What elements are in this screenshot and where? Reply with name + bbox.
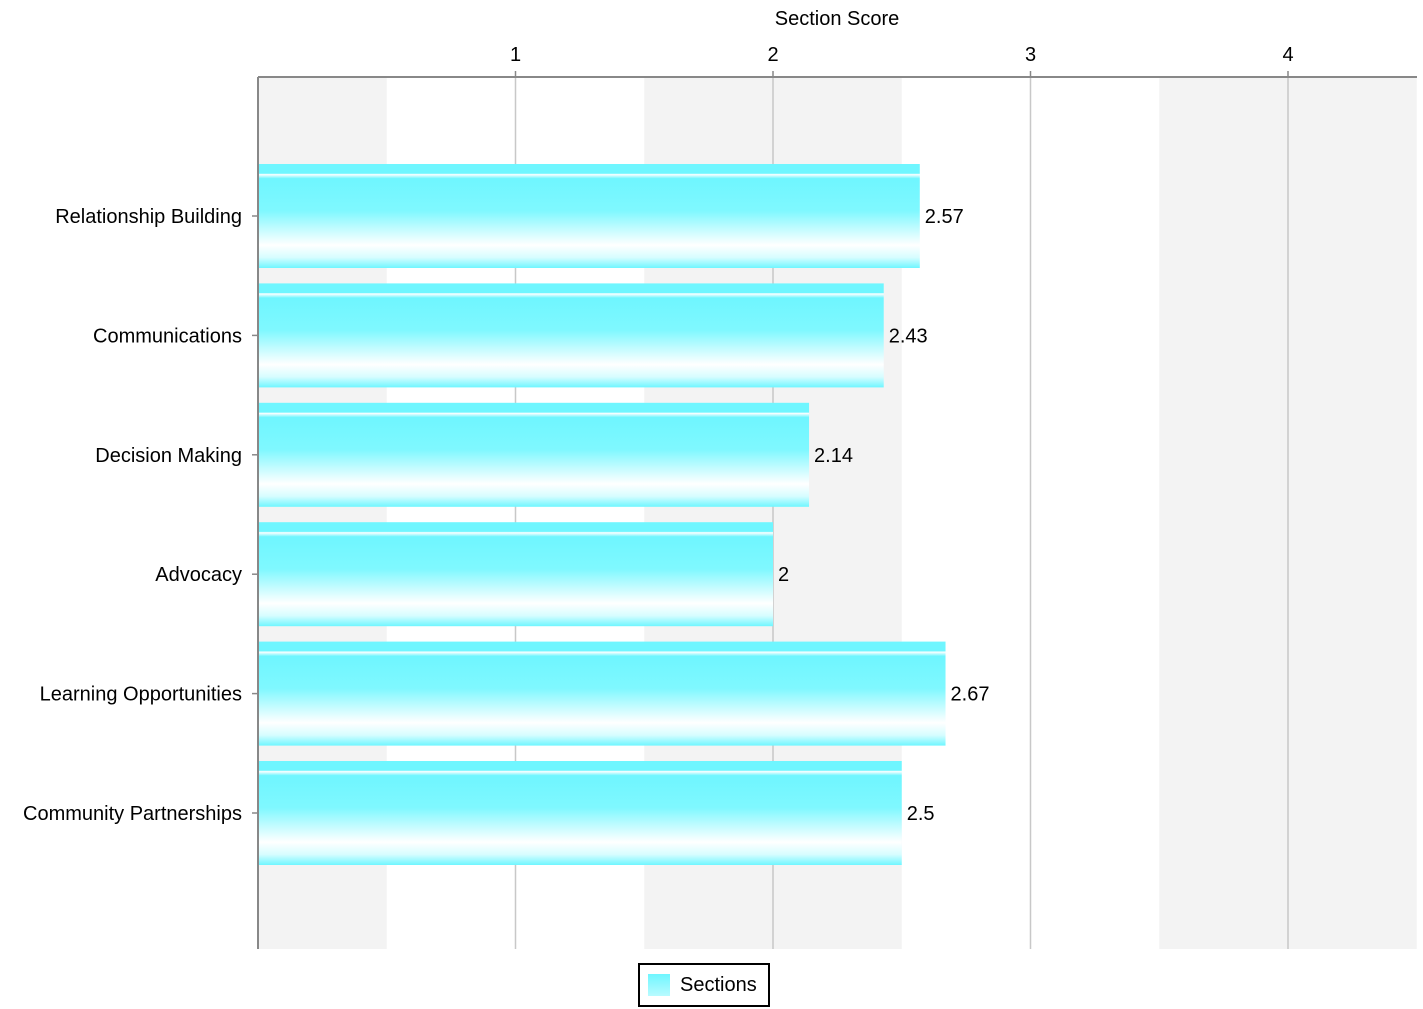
bar	[259, 641, 946, 746]
x-axis-title: Section Score	[775, 8, 900, 30]
value-labels: 2.57 2.43 2.14 2 2.67 2.5	[778, 206, 989, 825]
bars	[259, 164, 946, 865]
bar	[259, 164, 920, 268]
bar	[259, 761, 902, 865]
data-label: 2.14	[814, 445, 853, 467]
axes	[252, 71, 1417, 949]
category-label: Learning Opportunities	[40, 684, 242, 706]
data-label: 2.57	[925, 206, 964, 228]
category-label: Communications	[93, 325, 242, 347]
x-tick-label: 3	[1025, 44, 1036, 66]
legend-label-sections: Sections	[680, 973, 757, 996]
x-tick-label: 4	[1282, 44, 1293, 66]
x-tick-labels: 1 2 3 4	[510, 44, 1294, 66]
category-labels: Relationship Building Communications Decis…	[23, 206, 242, 825]
data-label: 2	[778, 564, 789, 586]
category-label: Advocacy	[155, 564, 242, 586]
category-label: Relationship Building	[55, 206, 242, 228]
data-label: 2.5	[907, 803, 935, 825]
bar	[259, 283, 884, 388]
x-tick-label: 2	[767, 44, 778, 66]
x-tick-label: 1	[510, 44, 521, 66]
data-label: 2.43	[889, 325, 928, 347]
legend-swatch	[648, 974, 670, 996]
legend: Sections	[638, 963, 770, 1007]
category-label: Community Partnerships	[23, 803, 242, 825]
category-label: Decision Making	[95, 445, 242, 467]
data-label: 2.67	[951, 684, 990, 706]
bar	[259, 522, 773, 627]
bar	[259, 402, 810, 507]
